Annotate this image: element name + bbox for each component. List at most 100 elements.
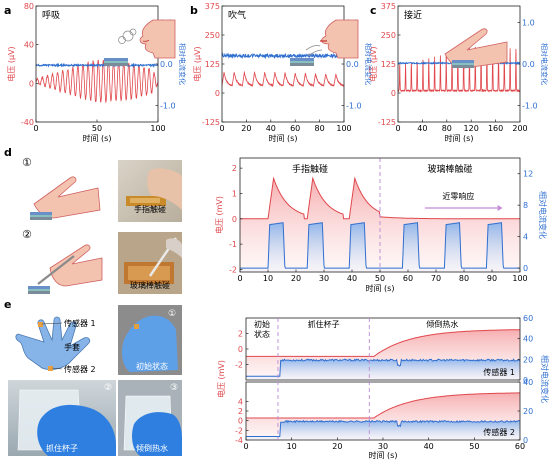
photo-finger-caption: 手指触碰 bbox=[134, 204, 166, 214]
y-left-axis-label: 电压 (mV) bbox=[214, 196, 224, 234]
y-right-tick-label: -1.0 bbox=[160, 101, 176, 110]
y-left-tick-label: 80 bbox=[24, 2, 34, 11]
y-right-tick-label: 60 bbox=[523, 314, 533, 323]
y-right-tick-label: 4 bbox=[523, 233, 528, 242]
panel-letter-a: a bbox=[4, 4, 11, 17]
annotation-finger: 手指触碰 bbox=[292, 163, 328, 175]
y-left-axis-label: 电压 (μV) bbox=[192, 46, 202, 81]
y-right-tick-label: 8 bbox=[523, 201, 528, 210]
x-tick-label: 10 bbox=[287, 442, 297, 451]
arrow-head bbox=[497, 205, 503, 211]
y-left-tick-label: 125 bbox=[205, 60, 220, 69]
photo-e2-step: ② bbox=[104, 383, 112, 393]
y-left-tick-label: 0 bbox=[232, 215, 237, 224]
y-right-tick-label: -1.0 bbox=[346, 101, 362, 110]
y-left-tick-label: -2 bbox=[229, 265, 237, 274]
y-left-tick-label: -125 bbox=[202, 118, 220, 127]
y-left-tick-label: 0 bbox=[29, 79, 34, 88]
y-right-tick-label: 1.0 bbox=[522, 19, 535, 28]
panel-letter-c: c bbox=[370, 4, 377, 17]
y-right-tick-label: 40 bbox=[523, 335, 533, 344]
photo-pour-water bbox=[118, 380, 182, 456]
x-tick-label: 80 bbox=[315, 124, 325, 133]
y-left-tick-label: 2 bbox=[238, 407, 243, 416]
y-left-axis-label: 电压 (μV) bbox=[368, 46, 378, 81]
y-right-tick-label: 0 bbox=[523, 264, 528, 273]
step-1-marker: ① bbox=[22, 156, 32, 169]
x-axis-label: 时间 (s) bbox=[445, 133, 474, 143]
y-left-tick-label: -4 bbox=[235, 436, 243, 445]
x-tick-label: 0 bbox=[33, 124, 38, 133]
x-tick-label: 60 bbox=[290, 124, 300, 133]
photo-glass-caption: 玻璃棒触碰 bbox=[130, 280, 170, 290]
step-2-marker: ② bbox=[22, 228, 32, 241]
chart-title: 呼吸 bbox=[42, 10, 60, 21]
x-tick-label: 60 bbox=[403, 274, 413, 283]
y-left-tick-label: 0 bbox=[215, 89, 220, 98]
axes-frame bbox=[397, 5, 521, 123]
y-right-tick-label: 0.0 bbox=[160, 60, 173, 69]
x-tick-label: 0 bbox=[395, 124, 400, 133]
face-illustration-a bbox=[118, 19, 176, 59]
x-axis-label: 时间 (s) bbox=[83, 133, 112, 143]
photo-e3-caption: 倾倒热水 bbox=[136, 443, 168, 453]
stage-label-pour: 倾倒热水 bbox=[426, 319, 458, 329]
chart-title: 接近 bbox=[404, 9, 422, 21]
series-voltage-line bbox=[35, 59, 159, 104]
y-left-tick-label: 0 bbox=[238, 345, 243, 354]
y-left-tick-label: 0 bbox=[238, 417, 243, 426]
y-left-tick-label: 250 bbox=[205, 31, 220, 40]
x-tick-label: 40 bbox=[347, 274, 357, 283]
series-current-line bbox=[221, 52, 345, 60]
y-left-tick-label: 1 bbox=[232, 189, 237, 198]
x-axis-label: 时间 (s) bbox=[269, 133, 298, 143]
current-fill bbox=[240, 222, 520, 272]
photo-e3-step: ③ bbox=[170, 383, 178, 393]
x-tick-label: 20 bbox=[291, 274, 301, 283]
x-tick-label: 200 bbox=[512, 124, 527, 133]
series-voltage-line bbox=[221, 70, 345, 88]
y-right-tick-label: 20 bbox=[523, 407, 533, 416]
panel-letter-e: e bbox=[4, 298, 11, 311]
series-voltage-line bbox=[397, 46, 521, 93]
y-right-tick-label: 0.0 bbox=[522, 60, 535, 69]
glass-rod-illustration bbox=[28, 244, 103, 294]
photo-glass-rod bbox=[118, 232, 182, 294]
current-fill bbox=[246, 359, 520, 380]
y-right-tick-label: 12 bbox=[523, 170, 533, 179]
current-fill bbox=[246, 420, 520, 440]
x-tick-label: 20 bbox=[241, 124, 251, 133]
x-tick-label: 100 bbox=[336, 124, 351, 133]
x-tick-label: 30 bbox=[378, 442, 388, 451]
y-left-axis-label: 电压 (μV) bbox=[6, 46, 16, 81]
y-left-tick-label: -2 bbox=[235, 426, 243, 435]
x-tick-label: 70 bbox=[431, 274, 441, 283]
photo-grab-cup bbox=[8, 380, 116, 456]
photo-e1-caption: 初始状态 bbox=[136, 361, 168, 371]
x-tick-label: 40 bbox=[424, 442, 434, 451]
y-left-tick-label: 40 bbox=[24, 41, 34, 50]
y-right-tick-label: 0 bbox=[523, 376, 528, 385]
x-tick-label: 100 bbox=[512, 274, 527, 283]
photo-finger-touch bbox=[118, 160, 182, 222]
x-tick-label: 50 bbox=[469, 442, 479, 451]
series-current-line bbox=[246, 419, 521, 437]
sensor-label: 传感器 1 bbox=[483, 367, 515, 377]
y-right-axis-label: 相对电流变化 bbox=[540, 355, 550, 403]
sensor-icon-a bbox=[104, 58, 128, 66]
glove-sensor2-label: 传感器 2 bbox=[64, 364, 96, 374]
y-left-tick-label: 250 bbox=[381, 31, 396, 40]
y-left-tick-label: 0 bbox=[391, 89, 396, 98]
sensor-icon-c bbox=[452, 60, 474, 68]
x-tick-label: 50 bbox=[375, 274, 385, 283]
hand-illustration-c bbox=[444, 28, 508, 69]
y-left-tick-label: 4 bbox=[238, 397, 243, 406]
x-tick-label: 0 bbox=[243, 442, 248, 451]
annotation-near-zero: 近零响应 bbox=[442, 191, 474, 201]
y-left-tick-label: -2 bbox=[235, 361, 243, 370]
sensor-label: 传感器 2 bbox=[483, 427, 515, 437]
